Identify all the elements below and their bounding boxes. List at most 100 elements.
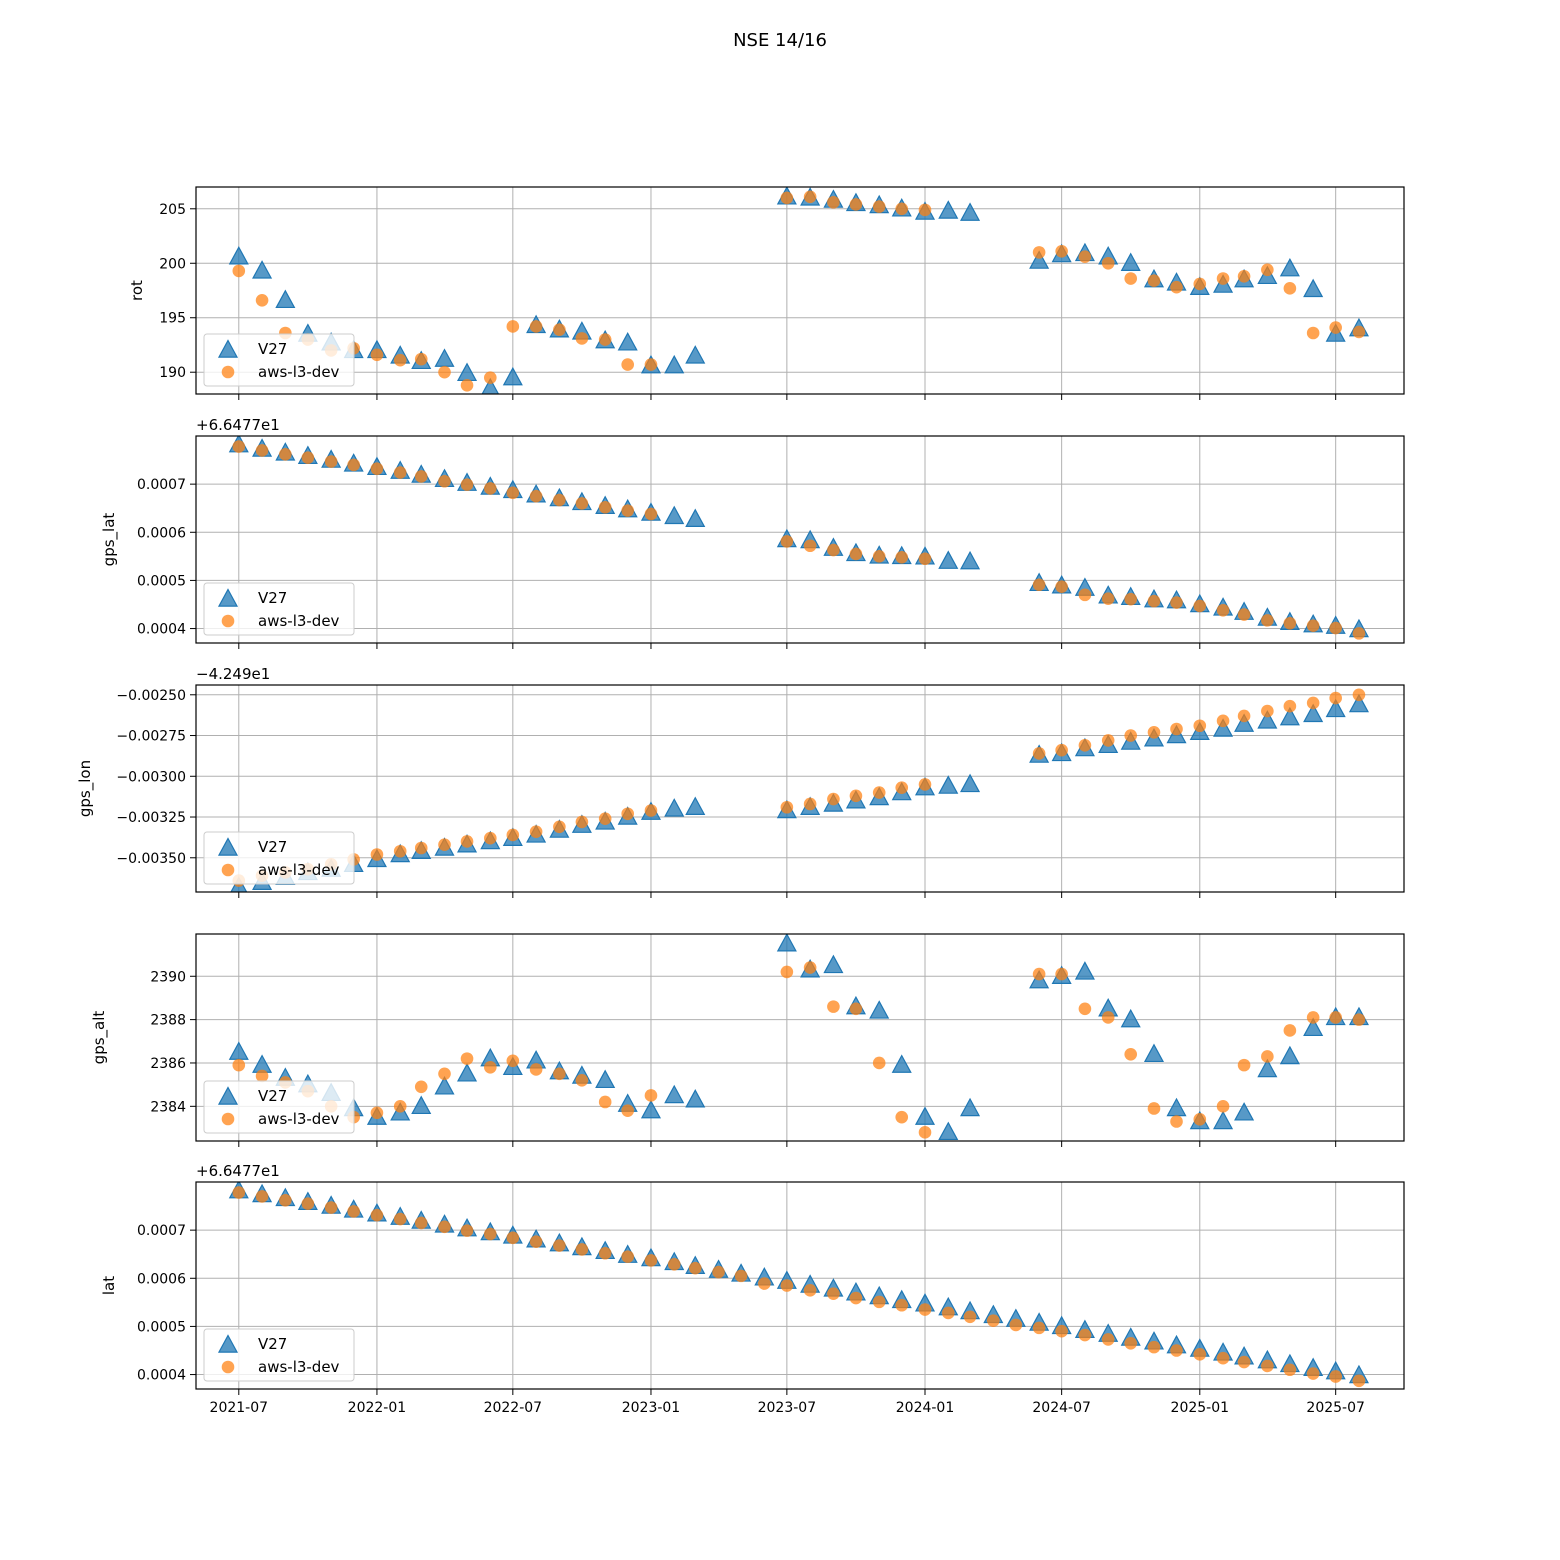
point-v27 xyxy=(685,796,706,815)
markers xyxy=(228,187,1369,394)
point-v27 xyxy=(228,1041,249,1060)
point-aws-l3-dev xyxy=(1170,722,1183,736)
point-aws-l3-dev xyxy=(1170,596,1183,609)
x-tick-label: 2024-07 xyxy=(1032,1400,1091,1416)
y-tick-label: −0.00350 xyxy=(116,851,186,867)
panel-rot: 190 195 200 205 rot V27 aws-l3-dev xyxy=(128,186,1405,400)
point-aws-l3-dev xyxy=(1283,1024,1297,1037)
point-aws-l3-dev xyxy=(918,1303,932,1316)
point-aws-l3-dev xyxy=(414,841,428,855)
point-aws-l3-dev xyxy=(598,812,612,825)
legend-box xyxy=(203,831,355,885)
point-v27 xyxy=(938,775,959,794)
point-aws-l3-dev xyxy=(1283,282,1297,295)
point-v27 xyxy=(252,260,273,279)
point-aws-l3-dev xyxy=(414,470,428,483)
point-v27 xyxy=(664,1084,685,1104)
point-aws-l3-dev xyxy=(529,1063,543,1076)
point-aws-l3-dev xyxy=(644,1254,658,1267)
point-v27 xyxy=(228,245,249,265)
point-aws-l3-dev xyxy=(393,1212,407,1226)
point-aws-l3-dev xyxy=(1078,1328,1092,1342)
point-aws-l3-dev xyxy=(1216,1100,1230,1113)
point-aws-l3-dev xyxy=(1193,719,1207,733)
legend: V27 aws-l3-dev xyxy=(203,333,355,387)
point-aws-l3-dev xyxy=(1352,627,1366,640)
point-v27 xyxy=(481,377,500,394)
point-aws-l3-dev xyxy=(1147,274,1161,287)
point-v27 xyxy=(664,798,685,817)
point-aws-l3-dev xyxy=(1055,743,1068,757)
legend-label-aws-l3-dev: aws-l3-dev xyxy=(258,1110,340,1128)
legend: V27 aws-l3-dev xyxy=(203,1080,355,1134)
point-aws-l3-dev xyxy=(575,1243,589,1256)
point-v27 xyxy=(1213,1110,1234,1130)
point-v27 xyxy=(869,1000,890,1019)
y-tick-label: 2386 xyxy=(150,1056,186,1072)
legend-label-aws-l3-dev: aws-l3-dev xyxy=(258,612,340,630)
panel-lat: 2021-07 2022-01 2022-07 2023-01 2023-07 2024-… xyxy=(100,1162,1405,1416)
point-aws-l3-dev xyxy=(484,831,497,845)
point-aws-l3-dev xyxy=(621,1104,634,1117)
y-tick-label: 0.0005 xyxy=(137,573,186,589)
point-aws-l3-dev xyxy=(1101,592,1115,606)
point-aws-l3-dev xyxy=(1101,1333,1115,1346)
point-aws-l3-dev xyxy=(1124,592,1138,606)
y-tick-label: −0.00275 xyxy=(116,729,186,745)
legend-label-aws-l3-dev: aws-l3-dev xyxy=(258,861,340,879)
point-aws-l3-dev xyxy=(918,552,932,566)
point-aws-l3-dev xyxy=(370,1106,384,1120)
point-aws-l3-dev xyxy=(575,497,589,510)
point-aws-l3-dev xyxy=(279,1193,292,1207)
y-tick-label: −0.00300 xyxy=(116,769,186,785)
legend-box xyxy=(203,1328,355,1382)
panel-gps_alt: 2384 2386 2388 2390 gps_alt V27 aws-l3-dev xyxy=(90,933,1405,1147)
point-aws-l3-dev xyxy=(598,333,612,346)
point-aws-l3-dev xyxy=(393,466,407,479)
y-axis-label: gps_lon xyxy=(76,760,95,817)
point-aws-l3-dev xyxy=(324,1201,338,1214)
y-tick-label: 2388 xyxy=(150,1013,186,1029)
point-aws-l3-dev xyxy=(1329,1370,1342,1383)
y-tick-label: 200 xyxy=(159,256,186,272)
legend-box xyxy=(203,333,355,387)
point-v27 xyxy=(685,508,706,528)
y-tick-label: −0.00325 xyxy=(116,810,186,826)
point-aws-l3-dev xyxy=(255,1190,269,1203)
point-aws-l3-dev xyxy=(1124,1336,1138,1350)
point-aws-l3-dev xyxy=(1147,1102,1161,1115)
point-aws-l3-dev xyxy=(414,1080,428,1094)
point-aws-l3-dev xyxy=(1352,1374,1366,1388)
y-tick-label: 0.0004 xyxy=(137,622,186,638)
point-aws-l3-dev xyxy=(484,371,497,384)
x-tick-label: 2024-01 xyxy=(896,1400,955,1416)
point-v27 xyxy=(664,354,685,374)
point-aws-l3-dev xyxy=(803,961,817,974)
point-v27 xyxy=(1257,1058,1278,1078)
point-aws-l3-dev xyxy=(780,1279,794,1292)
point-aws-l3-dev xyxy=(1352,1013,1366,1026)
axes-frame xyxy=(195,933,1405,1142)
point-aws-l3-dev xyxy=(1124,1047,1138,1061)
panel-gps_lat: 0.0004 0.0005 0.0006 0.0007 +6.6477e1 gps_lat… xyxy=(100,416,1405,649)
point-aws-l3-dev xyxy=(895,781,909,794)
point-aws-l3-dev xyxy=(1237,270,1251,283)
point-aws-l3-dev xyxy=(712,1265,725,1279)
point-aws-l3-dev xyxy=(414,352,428,366)
point-aws-l3-dev xyxy=(1147,594,1161,608)
y-tick-label: 0.0007 xyxy=(137,1223,186,1239)
point-v27 xyxy=(1234,713,1255,732)
point-aws-l3-dev xyxy=(529,489,543,503)
point-v27 xyxy=(1029,250,1050,269)
point-v27 xyxy=(640,1099,662,1119)
legend-label-aws-l3-dev: aws-l3-dev xyxy=(258,1358,340,1376)
point-aws-l3-dev xyxy=(734,1269,748,1283)
panels: 190 195 200 205 rot V27 aws-l3-dev 0.0004 0.0005… xyxy=(76,186,1405,1416)
point-aws-l3-dev xyxy=(1283,699,1297,713)
point-aws-l3-dev xyxy=(553,493,566,507)
point-aws-l3-dev xyxy=(780,535,794,548)
point-aws-l3-dev xyxy=(575,332,589,345)
point-aws-l3-dev xyxy=(803,190,817,204)
legend-box xyxy=(203,1080,355,1134)
